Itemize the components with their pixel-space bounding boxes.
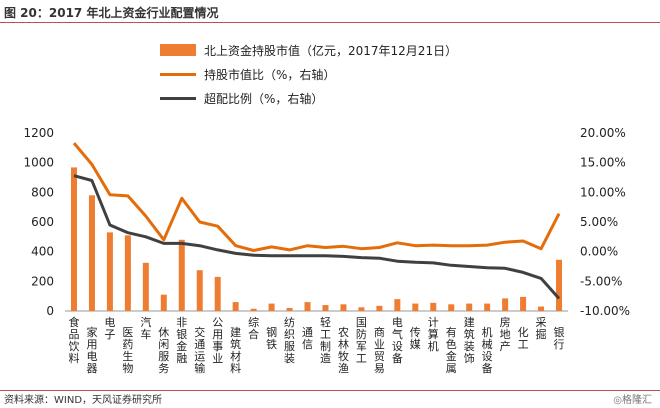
x-category-label: 钢铁 [266,326,277,351]
figure-title: 图 20：2017 年北上资金行业配置情况 [4,6,219,20]
bar [430,302,437,311]
bar [286,308,293,311]
legend-bar-swatch [160,44,196,56]
x-category-label: 传媒 [410,326,421,351]
bar [448,304,455,311]
y-left-tick-label: 1000 [23,156,54,170]
legend-line-swatch-orange [160,72,196,76]
legend-label-share: 持股市值比（%，右轴） [204,67,336,82]
x-category-label: 商业贸易 [374,325,385,375]
y-right-tick-label: 15.00% [580,156,626,170]
x-category-label: 计算机 [428,316,439,353]
bar [124,235,131,311]
y-right-tick-label: -5.00% [580,274,622,288]
x-category-label: 汽车 [140,315,151,341]
bar [178,239,185,311]
x-category-label: 综合 [248,315,259,341]
x-category-label: 纺织服装 [284,315,295,365]
bar [196,270,203,311]
title-divider [0,22,660,23]
x-category-label: 医药生物 [122,326,133,375]
x-category-label: 国防军工 [356,316,367,365]
x-category-label: 农林牧渔 [338,325,349,375]
bar [556,259,563,311]
y-left-tick-label: 0 [46,304,54,318]
chart-legend: 北上资金持股市值（亿元，2017年12月21日） 持股市值比（%，右轴） 超配比… [160,38,457,110]
x-category-label: 采掘 [536,316,547,341]
x-category-label: 电子 [104,316,115,341]
bar [160,294,167,311]
bar [322,305,329,311]
legend-item-holdings: 北上资金持股市值（亿元，2017年12月21日） [160,38,457,62]
y-left-tick-label: 400 [31,245,54,259]
source-note: 资料来源：WIND，天风证券研究所 [4,395,163,406]
x-category-label: 轻工制造 [320,315,331,365]
legend-item-overweight: 超配比例（%，右轴） [160,86,457,110]
y-left-tick-label: 200 [31,274,54,288]
x-category-label: 家用电器 [86,325,97,375]
x-category-label: 通信 [302,326,313,351]
line-series-share [72,142,561,252]
source-divider [0,390,660,391]
line-series-overweight [73,174,561,300]
bar [466,303,473,311]
x-category-label: 电气设备 [392,316,403,365]
bar [142,262,149,311]
legend-line-swatch-gray [160,96,196,100]
bar [412,303,419,311]
y-right-tick-label: 0.00% [580,245,618,259]
bar [304,302,311,311]
bar [538,306,545,311]
legend-label-holdings: 北上资金持股市值（亿元，2017年12月21日） [204,43,458,58]
bar [340,304,347,311]
bar [214,276,221,311]
y-right-tick-label: -10.00% [580,304,630,318]
x-category-label: 化工 [518,325,529,351]
x-category-label: 房地产 [500,316,511,353]
bar [88,195,95,311]
x-category-label: 建筑材料 [230,325,241,375]
y-left-tick-label: 800 [31,185,54,199]
x-category-label: 交通运输 [194,325,205,375]
y-left-tick-label: 1200 [23,126,54,140]
x-category-label: 食品饮料 [68,315,79,365]
bar [70,167,77,311]
y-right-tick-label: 20.00% [580,126,626,140]
bar [268,303,275,311]
bar [376,305,383,311]
x-category-label: 银行 [554,325,565,351]
bar [358,307,365,311]
bar [520,296,527,311]
x-category-label: 建筑装饰 [464,315,475,365]
x-category-label: 公用事业 [212,316,223,365]
legend-label-overweight: 超配比例（%，右轴） [204,91,324,106]
bar [502,298,509,311]
y-right-tick-label: 10.00% [580,185,626,199]
x-category-label: 机械设备 [482,325,493,375]
y-right-tick-label: 5.00% [580,215,618,229]
y-left-tick-label: 600 [31,215,54,229]
bar [106,232,113,311]
bar [394,299,401,311]
bar [484,303,491,311]
bar [232,302,239,311]
watermark: ◎格隆汇 [613,395,652,406]
legend-item-share: 持股市值比（%，右轴） [160,62,457,86]
x-category-label: 非银金融 [176,316,187,365]
x-category-label: 有色金属 [446,325,457,375]
bar [250,308,257,311]
x-category-label: 休闲服务 [158,326,169,375]
